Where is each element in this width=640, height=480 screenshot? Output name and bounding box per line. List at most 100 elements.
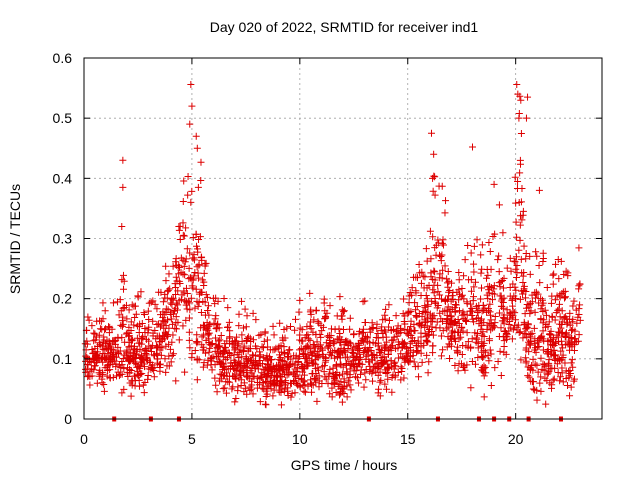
- data-point: [415, 261, 423, 269]
- data-point: [407, 331, 415, 339]
- data-point: [241, 305, 249, 313]
- data-point: [119, 271, 127, 279]
- data-point: [508, 296, 516, 304]
- data-point: [407, 323, 415, 331]
- data-point: [319, 323, 327, 331]
- data-point: [356, 360, 364, 368]
- data-point: [401, 325, 409, 333]
- data-point: [247, 345, 255, 353]
- data-point: [357, 366, 365, 374]
- data-point: [179, 270, 187, 278]
- data-point: [84, 373, 92, 381]
- data-point: [478, 241, 486, 249]
- data-point: [347, 386, 355, 394]
- data-point: [338, 385, 346, 393]
- data-point: [439, 327, 447, 335]
- x-tick-label: 15: [400, 431, 416, 447]
- data-point: [120, 285, 128, 293]
- y-tick-label: 0: [64, 411, 72, 427]
- data-point: [447, 334, 455, 342]
- data-point: [249, 309, 257, 317]
- spike-point: [193, 144, 201, 152]
- data-point: [172, 273, 180, 281]
- data-point: [234, 387, 242, 395]
- data-point: [465, 276, 473, 284]
- data-point: [232, 359, 240, 367]
- data-point: [507, 267, 515, 275]
- data-point: [262, 377, 270, 385]
- data-point: [429, 233, 437, 241]
- data-point: [256, 398, 264, 406]
- data-point: [226, 334, 234, 342]
- data-point: [575, 311, 583, 319]
- data-point: [219, 385, 227, 393]
- data-point: [182, 255, 190, 263]
- data-point: [569, 302, 577, 310]
- data-point: [354, 347, 362, 355]
- data-point: [169, 320, 177, 328]
- data-point: [238, 331, 246, 339]
- data-point: [486, 248, 494, 256]
- data-point: [519, 278, 527, 286]
- data-point: [499, 284, 507, 292]
- x-axis-ticks: 0 5 10 15 20: [80, 58, 524, 447]
- data-point: [413, 313, 421, 321]
- data-point: [374, 330, 382, 338]
- spike-point: [490, 180, 498, 188]
- data-point: [168, 338, 176, 346]
- data-point: [558, 364, 566, 372]
- data-point: [144, 371, 152, 379]
- data-point: [517, 129, 525, 137]
- data-point: [458, 350, 466, 358]
- data-point: [549, 376, 557, 384]
- data-point: [240, 342, 248, 350]
- data-point: [390, 365, 398, 373]
- data-point: [570, 297, 578, 305]
- data-point: [194, 338, 202, 346]
- data-point: [384, 350, 392, 358]
- data-point: [566, 392, 574, 400]
- data-point: [417, 279, 425, 287]
- data-point: [264, 373, 272, 381]
- data-point: [300, 387, 308, 395]
- data-point: [291, 389, 299, 397]
- data-point: [147, 298, 155, 306]
- data-point: [478, 364, 486, 372]
- data-point: [467, 287, 475, 295]
- data-point: [447, 297, 455, 305]
- data-point: [98, 342, 106, 350]
- data-point: [479, 368, 487, 376]
- data-point: [497, 371, 505, 379]
- data-point: [162, 342, 170, 350]
- data-point: [304, 350, 312, 358]
- data-point: [208, 366, 216, 374]
- data-point: [464, 338, 472, 346]
- data-point: [191, 269, 199, 277]
- data-point: [422, 245, 430, 253]
- data-point: [318, 327, 326, 335]
- data-point: [237, 371, 245, 379]
- data-point: [463, 329, 471, 337]
- data-point: [212, 381, 220, 389]
- data-point: [190, 272, 198, 280]
- data-point: [516, 295, 524, 303]
- data-point: [124, 372, 132, 380]
- data-point: [474, 314, 482, 322]
- data-point: [322, 314, 330, 322]
- data-point: [159, 298, 167, 306]
- data-point: [215, 324, 223, 332]
- data-point: [130, 354, 138, 362]
- data-point: [163, 294, 171, 302]
- data-point: [212, 325, 220, 333]
- data-point: [514, 177, 522, 185]
- data-point: [318, 363, 326, 371]
- data-point: [374, 359, 382, 367]
- data-point: [470, 268, 478, 276]
- data-point: [429, 342, 437, 350]
- data-point: [451, 335, 459, 343]
- data-point: [188, 350, 196, 358]
- data-point: [199, 343, 207, 351]
- data-point: [313, 352, 321, 360]
- data-point: [491, 323, 499, 331]
- data-point: [316, 330, 324, 338]
